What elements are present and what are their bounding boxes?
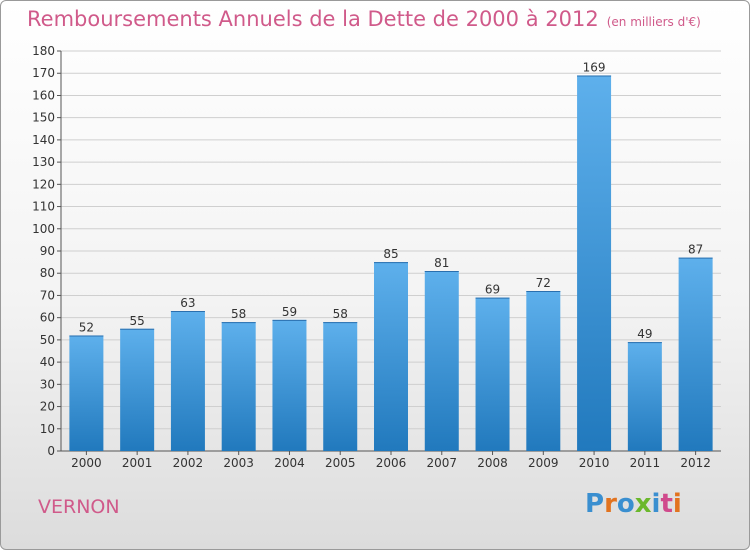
y-tick-label: 170 [32, 66, 55, 80]
chart-title: Remboursements Annuels de la Dette de 20… [27, 7, 701, 31]
y-tick-label: 0 [47, 444, 55, 458]
x-tick-label-2000: 2000 [71, 456, 102, 470]
value-label-2007: 81 [434, 256, 449, 270]
logo-letter: x [634, 489, 652, 519]
y-tick-label: 80 [40, 266, 55, 280]
value-label-2005: 58 [333, 307, 348, 321]
y-tick-label: 60 [40, 311, 55, 325]
x-tick-label-2011: 2011 [630, 456, 661, 470]
y-tick-label: 70 [40, 288, 55, 302]
unit-note: (en milliers d'€) [606, 15, 701, 29]
y-tick-label: 20 [40, 400, 55, 414]
y-tick-label: 30 [40, 377, 55, 391]
y-tick-label: 10 [40, 422, 55, 436]
value-label-2008: 69 [485, 283, 500, 297]
x-tick-label-2006: 2006 [376, 456, 407, 470]
x-tick-label-2009: 2009 [528, 456, 559, 470]
bar-2008 [475, 297, 510, 451]
value-label-2002: 63 [180, 296, 195, 310]
y-tick-label: 100 [32, 222, 55, 236]
x-tick-label-2001: 2001 [122, 456, 153, 470]
logo-letter: i [651, 489, 661, 519]
bar-2009 [526, 291, 561, 451]
place-name: VERNON [38, 496, 120, 518]
axes: 0 10 20 30 40 50 60 70 80 90 100 110 120 130 140 150 160… [32, 44, 721, 470]
y-tick-label: 130 [32, 155, 55, 169]
y-tick-label: 140 [32, 133, 55, 147]
x-tick-label-2008: 2008 [477, 456, 508, 470]
y-tick-label: 110 [32, 200, 55, 214]
logo-letter: P [585, 489, 605, 519]
y-tick-label: 120 [32, 177, 55, 191]
value-label-2009: 72 [536, 276, 551, 290]
y-tick-label: 90 [40, 244, 55, 258]
x-tick-label-2012: 2012 [680, 456, 711, 470]
bar-2012 [678, 257, 713, 451]
y-tick-label: 180 [32, 44, 55, 58]
x-tick-label-2003: 2003 [223, 456, 254, 470]
y-tick-label: 50 [40, 333, 55, 347]
value-label-2001: 55 [130, 314, 145, 328]
value-label-2000: 52 [79, 320, 94, 334]
bar-2010 [577, 75, 612, 451]
x-tick-label-2002: 2002 [173, 456, 204, 470]
proxiti-logo: Proxiti [585, 489, 682, 519]
value-label-2011: 49 [637, 327, 652, 341]
logo-letter: i [672, 489, 682, 519]
bar-2000 [69, 335, 104, 451]
value-label-2003: 58 [231, 307, 246, 321]
bar-2007 [424, 271, 459, 451]
value-label-2010: 169 [583, 60, 606, 74]
bar-2005 [323, 322, 358, 451]
x-tick-label-2010: 2010 [579, 456, 610, 470]
x-tick-label-2004: 2004 [274, 456, 305, 470]
bar-2006 [374, 262, 408, 451]
y-tick-label: 160 [32, 88, 55, 102]
value-label-2006: 85 [383, 247, 398, 261]
bar-2004 [272, 319, 307, 451]
bar-2003 [221, 322, 256, 451]
logo-letter: o [616, 489, 635, 519]
x-tick-label-2005: 2005 [325, 456, 356, 470]
bar-2002 [170, 311, 205, 451]
logo-letter: t [660, 489, 673, 519]
y-tick-label: 150 [32, 111, 55, 125]
logo-letter: r [604, 489, 617, 519]
bar-2001 [120, 328, 155, 451]
bars: 52 55 63 58 59 58 85 81 69 72 169 49 87 [69, 60, 713, 451]
title-text: Remboursements Annuels de la Dette de 20… [27, 7, 599, 31]
value-label-2004: 59 [282, 305, 297, 319]
bar-2011 [627, 342, 662, 451]
y-tick-label: 40 [40, 355, 55, 369]
x-tick-label-2007: 2007 [426, 456, 457, 470]
value-label-2012: 87 [688, 243, 703, 257]
